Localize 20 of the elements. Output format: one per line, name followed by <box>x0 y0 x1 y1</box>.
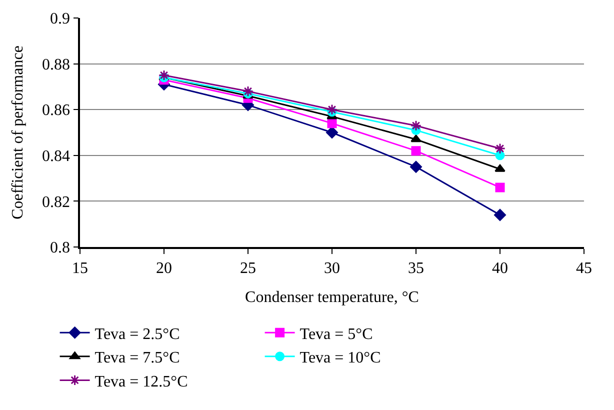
x-tick-label: 35 <box>408 260 424 277</box>
y-tick-label: 0.84 <box>42 148 70 165</box>
y-tick-label: 0.88 <box>42 56 70 74</box>
legend-label: Teva = 7.5°C <box>94 350 180 367</box>
x-tick-label: 15 <box>72 260 88 277</box>
x-tick-label: 25 <box>240 260 256 277</box>
x-tick-label: 20 <box>156 260 172 277</box>
y-tick-label: 0.9 <box>50 10 70 28</box>
y-tick-label: 0.82 <box>42 194 70 211</box>
x-tick-label: 30 <box>324 260 340 277</box>
legend-label: Teva = 2.5°C <box>94 326 180 343</box>
legend-label: Teva = 12.5°C <box>94 373 188 390</box>
y-axis-title: Coefficient of performance <box>9 46 26 220</box>
y-tick-label: 0.8 <box>50 240 70 257</box>
legend-label: Teva = 5°C <box>300 326 373 343</box>
x-tick-label: 40 <box>492 260 508 277</box>
x-axis-title: Condenser temperature, °C <box>245 289 419 306</box>
y-tick-label: 0.86 <box>42 102 70 120</box>
x-tick-label: 45 <box>576 260 592 277</box>
legend-label: Teva = 10°C <box>300 350 381 367</box>
